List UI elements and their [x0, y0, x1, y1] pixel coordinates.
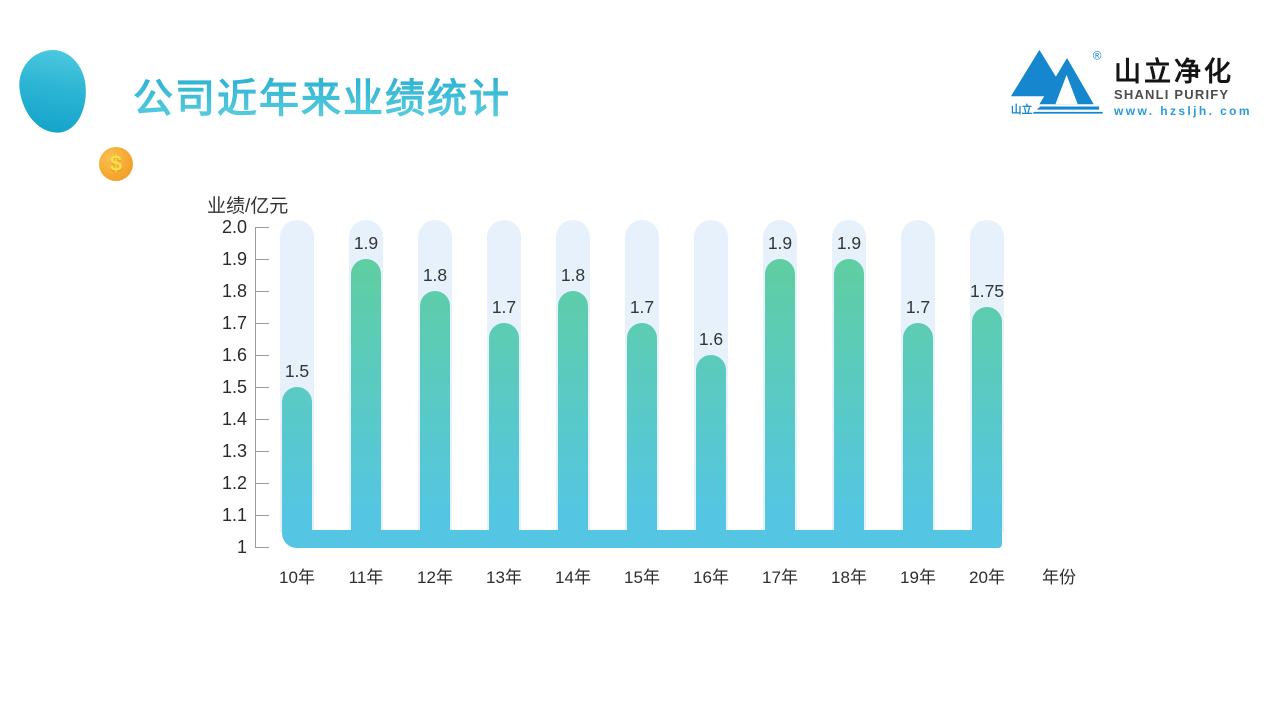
y-tick-mark — [255, 259, 269, 260]
x-tick-label: 16年 — [693, 568, 729, 587]
x-axis-title: 年份 — [1042, 568, 1076, 587]
mountain-logo-icon: 山立 ® — [1010, 49, 1103, 116]
x-tick-label: 17年 — [762, 568, 798, 587]
bar-value-label: 1.8 — [422, 265, 448, 285]
x-tick-label: 10年 — [279, 568, 315, 587]
y-tick-label: 2.0 — [221, 217, 247, 237]
y-tick-mark — [255, 515, 269, 516]
bar — [765, 259, 795, 532]
bar-value-label: 1.7 — [905, 297, 931, 317]
y-tick-mark — [255, 227, 269, 228]
dollar-coin-icon: $ — [99, 147, 133, 181]
x-tick-label: 19年 — [900, 568, 936, 587]
y-tick-label: 1.4 — [221, 409, 247, 429]
bar — [834, 259, 864, 532]
y-tick-label: 1.3 — [221, 441, 247, 461]
y-tick-mark — [255, 291, 269, 292]
y-tick-label: 1.6 — [221, 345, 247, 365]
y-tick-label: 1.7 — [221, 313, 247, 333]
bar-value-label: 1.9 — [353, 233, 379, 253]
logo-company-name-cn: 山立净化 — [1114, 57, 1234, 87]
bar — [489, 323, 519, 532]
y-tick-label: 1 — [236, 537, 247, 557]
bar — [972, 307, 1002, 532]
y-axis-title: 业绩/亿元 — [207, 196, 289, 217]
x-tick-label: 12年 — [417, 568, 453, 587]
bar-value-label: 1.6 — [698, 329, 724, 349]
page-title: 公司近年来业绩统计 — [133, 66, 511, 124]
logo-company-name-en: SHANLI PURIFY — [1114, 87, 1230, 103]
logo-website: www. hzsljh. com — [1114, 104, 1252, 119]
bar-value-label: 1.9 — [836, 233, 862, 253]
bar-value-label: 1.7 — [629, 297, 655, 317]
bar-value-label: 1.5 — [284, 361, 310, 381]
x-tick-label: 18年 — [831, 568, 867, 587]
logo-text-block: 山立净化 SHANLI PURIFY www. hzsljh. com — [1114, 42, 1252, 122]
y-tick-label: 1.9 — [221, 249, 247, 269]
x-tick-label: 14年 — [555, 568, 591, 587]
bar-value-label: 1.8 — [560, 265, 586, 285]
company-logo: 山立 ® 山立净化 SHANLI PURIFY www. hzsljh. com — [1010, 42, 1252, 122]
chart-baseline — [282, 530, 1002, 548]
y-tick-mark — [255, 323, 269, 324]
y-tick-mark — [255, 451, 269, 452]
bar — [282, 387, 312, 532]
bar — [903, 323, 933, 532]
bar — [627, 323, 657, 532]
x-tick-label: 13年 — [486, 568, 522, 587]
y-tick-label: 1.1 — [221, 505, 247, 525]
bar-value-label: 1.9 — [767, 233, 793, 253]
bar — [420, 291, 450, 532]
bar — [696, 355, 726, 532]
y-tick-mark — [255, 483, 269, 484]
bar-value-label: 1.75 — [969, 281, 1005, 301]
y-tick-mark — [255, 547, 269, 548]
dollar-symbol: $ — [109, 151, 123, 176]
y-tick-label: 1.5 — [221, 377, 247, 397]
x-tick-label: 20年 — [969, 568, 1005, 587]
x-tick-label: 11年 — [348, 568, 384, 587]
y-tick-label: 1.8 — [221, 281, 247, 301]
y-tick-mark — [255, 387, 269, 388]
registered-trademark-icon: ® — [1093, 51, 1102, 63]
y-tick-label: 1.2 — [221, 473, 247, 493]
bar — [351, 259, 381, 532]
logo-icon-label: 山立 — [1011, 103, 1033, 116]
bar — [558, 291, 588, 532]
y-tick-mark — [255, 355, 269, 356]
y-tick-mark — [255, 419, 269, 420]
bar-value-label: 1.7 — [491, 297, 517, 317]
x-tick-label: 15年 — [624, 568, 660, 587]
